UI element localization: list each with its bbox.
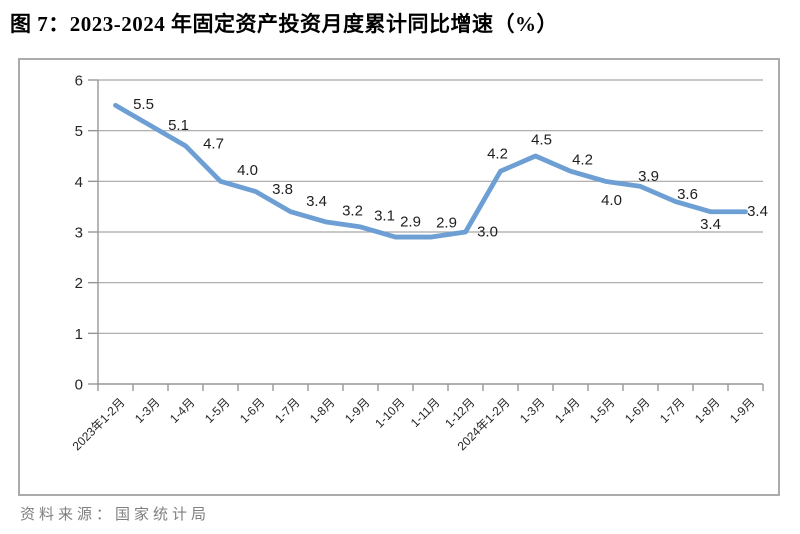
data-label: 3.4 [306,193,327,210]
category-label: 1-7月 [657,395,688,426]
data-label: 3.2 [342,202,363,219]
category-label: 1-9月 [342,395,373,426]
y-axis-label: 5 [75,123,83,140]
series-line [113,102,748,240]
category-label: 1-7月 [272,395,303,426]
chart-frame: 0 1 2 3 4 5 6 2023年1-2月 1-3月 1-4月 1-5月 1-6月 1-7月 1-8月… [18,58,780,496]
y-axis-label: 4 [75,174,83,191]
data-label: 3.4 [700,216,721,233]
y-axis-label: 1 [75,326,83,343]
data-label: 3.4 [747,203,768,220]
data-label: 3.0 [477,224,498,241]
data-label: 3.8 [272,181,293,198]
data-label: 4.0 [237,162,258,179]
data-label: 3.9 [638,168,659,185]
category-label: 1-4月 [167,395,198,426]
category-label: 1-3月 [132,395,163,426]
data-label: 3.6 [677,186,698,203]
data-label: 2.9 [400,214,421,231]
category-label: 1-8月 [692,395,723,426]
category-label: 1-3月 [517,395,548,426]
y-axis-label: 6 [75,73,83,90]
category-label: 1-5月 [587,395,618,426]
source-note: 资料来源：国家统计局 [20,507,211,523]
figure-title: 图 7：2023-2024 年固定资产投资月度累计同比增速（%） [10,12,558,36]
category-label: 1-6月 [622,395,653,426]
y-axis-label: 0 [75,377,83,394]
data-label: 5.5 [133,96,154,113]
category-label: 1-4月 [552,395,583,426]
category-label: 1-11月 [408,395,443,430]
data-label: 4.2 [572,152,593,169]
data-label: 3.1 [374,207,395,224]
category-label: 1-9月 [727,395,758,426]
y-axis-label: 3 [75,225,83,242]
category-label: 1-10月 [372,395,407,430]
category-label: 2023年1-2月 [70,395,128,453]
category-label: 1-8月 [307,395,338,426]
data-label: 4.5 [531,132,552,149]
y-axis-label: 2 [75,275,83,292]
data-label: 4.2 [487,146,508,163]
category-label: 1-6月 [237,395,268,426]
data-label: 4.0 [601,192,622,209]
data-label: 5.1 [168,117,189,134]
category-label: 1-5月 [202,395,233,426]
data-label: 2.9 [436,215,457,232]
data-label: 4.7 [203,135,224,152]
